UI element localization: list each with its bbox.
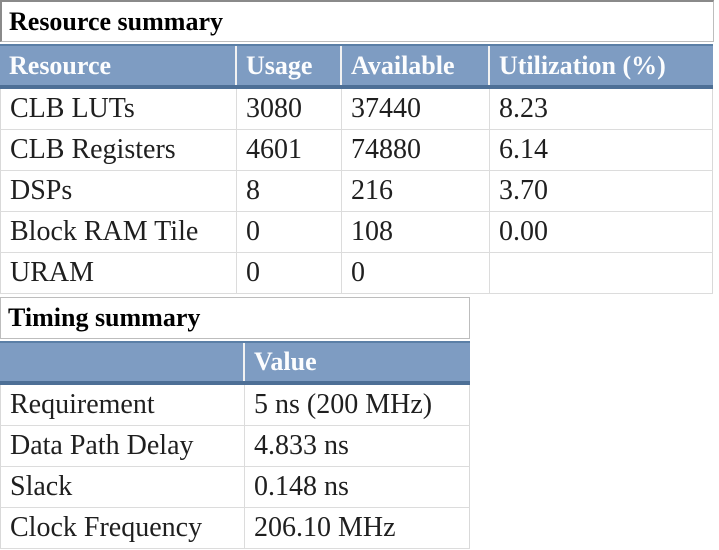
cell-available: 74880 xyxy=(341,130,489,170)
table-row: Data Path Delay 4.833 ns xyxy=(0,426,470,467)
cell-available: 37440 xyxy=(341,89,489,129)
cell-metric-value: 206.10 MHz xyxy=(244,508,471,548)
header-cell-usage: Usage xyxy=(235,46,340,85)
header-cell-value: Value xyxy=(243,343,470,381)
cell-metric-label: Slack xyxy=(10,471,73,502)
cell-usage: 3080 xyxy=(236,89,341,129)
resource-table-title-text: Resource summary xyxy=(9,6,223,36)
resource-summary-table: Resource summary Resource Usage Availabl… xyxy=(0,0,714,294)
timing-table-title: Timing summary xyxy=(0,297,470,339)
cell-available: 108 xyxy=(341,212,489,252)
cell-resource: CLB Registers xyxy=(10,134,176,165)
cell-utilization xyxy=(489,253,714,293)
timing-summary-table: Timing summary Value Requirement 5 ns (2… xyxy=(0,297,719,549)
header-cell-resource: Resource xyxy=(9,50,112,80)
timing-table-title-text: Timing summary xyxy=(8,303,201,332)
cell-usage: 0 xyxy=(236,212,341,252)
cell-utilization: 6.14 xyxy=(489,130,714,170)
cell-utilization: 8.23 xyxy=(489,89,714,129)
cell-metric-value: 4.833 ns xyxy=(244,426,471,466)
resource-table-title: Resource summary xyxy=(0,0,714,42)
cell-utilization: 3.70 xyxy=(489,171,714,211)
table-row: Block RAM Tile 0 108 0.00 xyxy=(0,212,713,253)
timing-table-header-row: Value xyxy=(0,341,470,385)
table-row: URAM 0 0 xyxy=(0,253,713,294)
cell-usage: 0 xyxy=(236,253,341,293)
cell-available: 216 xyxy=(341,171,489,211)
cell-available: 0 xyxy=(341,253,489,293)
table-row: Clock Frequency 206.10 MHz xyxy=(0,508,470,549)
table-row: CLB Registers 4601 74880 6.14 xyxy=(0,130,713,171)
cell-metric-value: 0.148 ns xyxy=(244,467,471,507)
table-row: CLB LUTs 3080 37440 8.23 xyxy=(0,89,713,130)
cell-resource: CLB LUTs xyxy=(10,93,135,124)
cell-utilization: 0.00 xyxy=(489,212,714,252)
cell-resource: DSPs xyxy=(10,175,73,206)
cell-metric-value: 5 ns (200 MHz) xyxy=(244,385,471,425)
table-row: Requirement 5 ns (200 MHz) xyxy=(0,385,470,426)
cell-metric-label: Clock Frequency xyxy=(10,512,203,543)
cell-resource: Block RAM Tile xyxy=(10,216,199,247)
resource-table-header-row: Resource Usage Available Utilization (%) xyxy=(0,44,713,89)
cell-metric-label: Requirement xyxy=(10,389,155,420)
cell-usage: 8 xyxy=(236,171,341,211)
cell-usage: 4601 xyxy=(236,130,341,170)
cell-resource: URAM xyxy=(10,257,95,288)
table-row: Slack 0.148 ns xyxy=(0,467,470,508)
cell-metric-label: Data Path Delay xyxy=(10,430,194,461)
table-row: DSPs 8 216 3.70 xyxy=(0,171,713,212)
header-cell-utilization: Utilization (%) xyxy=(488,46,713,85)
header-cell-available: Available xyxy=(340,46,488,85)
header-cell-blank xyxy=(0,343,243,381)
